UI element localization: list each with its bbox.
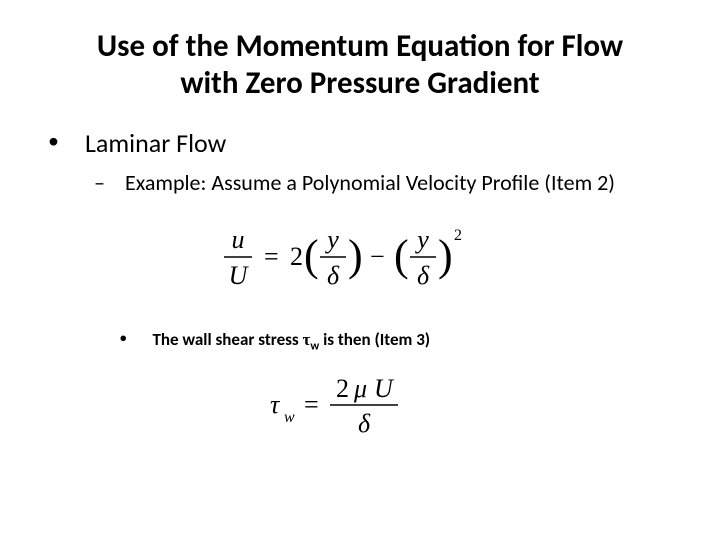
eq1-lhs-num: u bbox=[232, 225, 245, 254]
bullet-3-pre: The wall shear stress bbox=[152, 329, 302, 350]
bullet-dot-icon: • bbox=[48, 127, 59, 156]
eq2-num-2: 2 bbox=[336, 374, 349, 403]
eq1-lhs-den: U bbox=[229, 261, 250, 290]
bullet-3-post: is then (Item 3) bbox=[319, 329, 430, 350]
eq2-den: δ bbox=[358, 409, 371, 438]
eq1-equals: = bbox=[264, 242, 279, 271]
equation-2: τ w = 2 μ U δ bbox=[44, 370, 676, 445]
bullet-3-text: The wall shear stress τw is then (Item 3… bbox=[152, 329, 430, 353]
equation-2-svg: τ w = 2 μ U δ bbox=[260, 370, 460, 440]
slide-content: Use of the Momentum Equation for Flow wi… bbox=[0, 0, 720, 495]
eq2-equals: = bbox=[304, 390, 319, 419]
bullet-2-text: Example: Assume a Polynomial Velocity Pr… bbox=[125, 169, 615, 196]
eq2-tau: τ bbox=[270, 390, 281, 419]
eq1-rparen-1: ) bbox=[348, 231, 363, 280]
eq1-frac2-num: y bbox=[414, 225, 429, 254]
eq1-frac2-den: δ bbox=[417, 261, 430, 290]
eq1-rparen-2: ) bbox=[438, 231, 453, 280]
eq1-frac1-den: δ bbox=[327, 261, 340, 290]
bullet-1-text: Laminar Flow bbox=[85, 127, 226, 159]
bullet-level-3: • The wall shear stress τw is then (Item… bbox=[44, 329, 676, 353]
bullet-level-2: – Example: Assume a Polynomial Velocity … bbox=[44, 169, 676, 196]
slide-title: Use of the Momentum Equation for Flow wi… bbox=[44, 28, 676, 101]
eq2-num-mu: μ bbox=[353, 374, 367, 403]
bullet-dash-icon: – bbox=[94, 169, 105, 196]
eq1-frac1-num: y bbox=[324, 225, 339, 254]
bullet-dot-small-icon: • bbox=[120, 329, 126, 349]
eq2-sub: w bbox=[284, 409, 295, 426]
eq1-lparen-1: ( bbox=[304, 231, 319, 280]
eq1-coef: 2 bbox=[290, 242, 303, 271]
eq1-lparen-2: ( bbox=[394, 231, 409, 280]
bullet-level-1: • Laminar Flow bbox=[44, 127, 676, 159]
bullet-3-sub: w bbox=[310, 340, 319, 354]
eq1-exp: 2 bbox=[454, 227, 462, 244]
eq2-num-U: U bbox=[374, 374, 395, 403]
equation-1-svg: u U = 2 ( y δ ) − ( y δ ) bbox=[220, 220, 500, 294]
equation-1: u U = 2 ( y δ ) − ( y δ ) bbox=[44, 220, 676, 299]
title-line-1: Use of the Momentum Equation for Flow bbox=[97, 27, 623, 65]
eq1-minus: − bbox=[370, 242, 385, 271]
title-line-2: with Zero Pressure Gradient bbox=[180, 64, 539, 102]
